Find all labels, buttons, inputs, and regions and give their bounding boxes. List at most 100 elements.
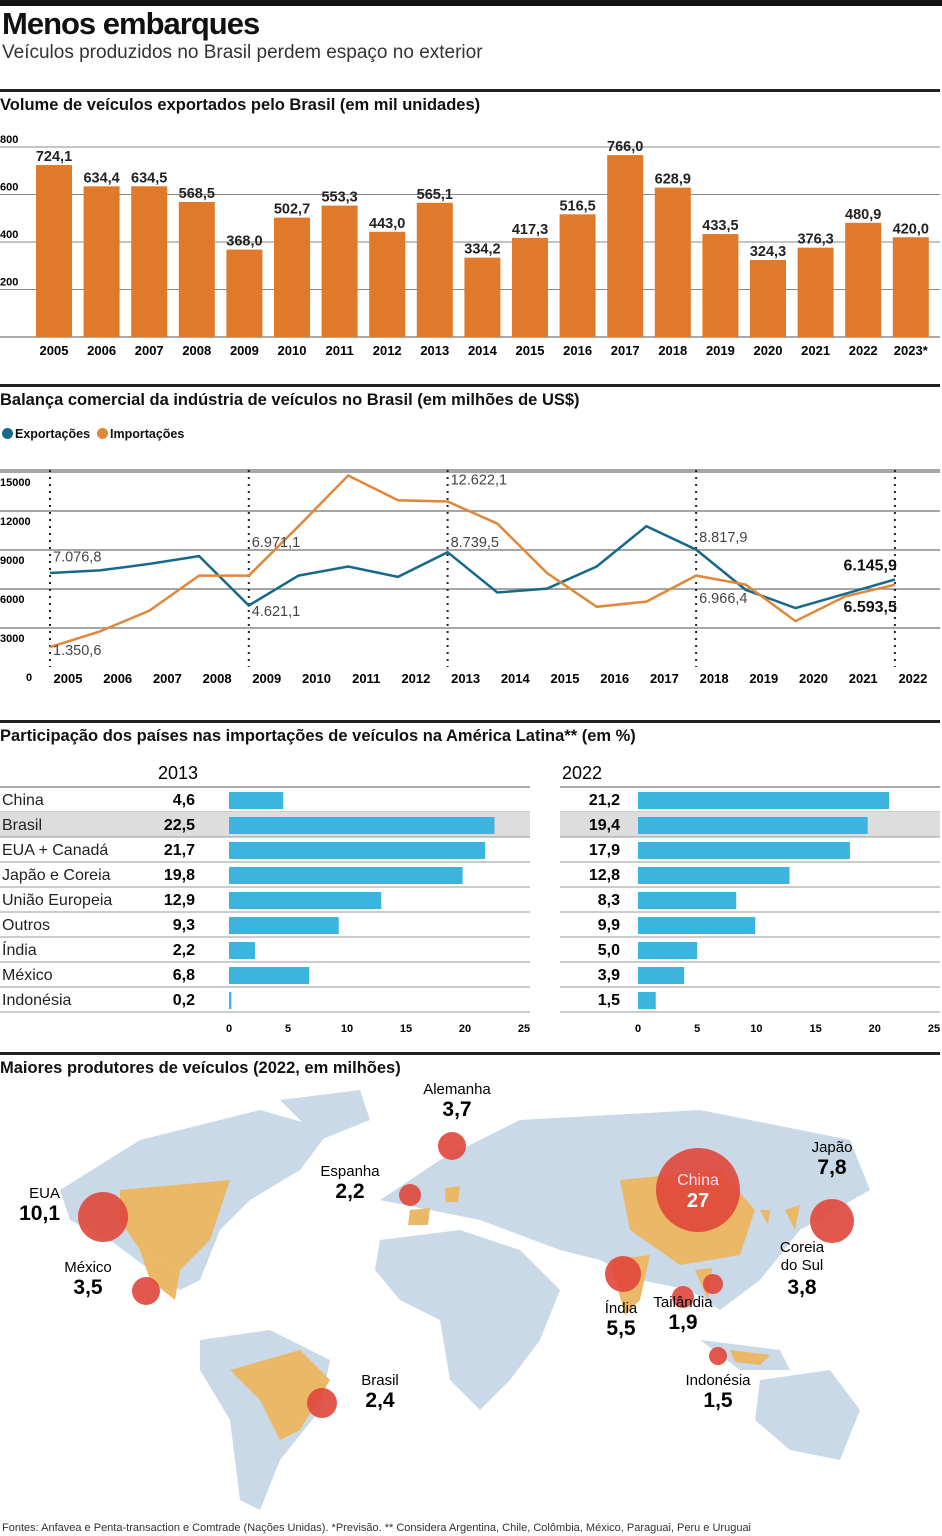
legend-exports: Exportações — [15, 427, 91, 441]
x-tick-label: 20 — [459, 1023, 471, 1035]
import-share-chart: 2013 China 4,6 Brasil 22,5 EUA + Canadá 21,7 Ja… — [0, 763, 940, 1035]
x-tick-label: 2011 — [325, 343, 353, 358]
x-tick-label: 2017 — [611, 343, 640, 358]
panel-year: 2013 — [158, 763, 198, 783]
producer-bubble — [709, 1347, 727, 1365]
annotation-label: 8.817,9 — [699, 530, 747, 546]
share-bar — [638, 842, 850, 859]
x-tick-label: 15 — [400, 1023, 412, 1035]
country-shape-germany — [445, 1186, 460, 1202]
producer-bubble — [703, 1274, 723, 1294]
bar-value-label: 628,9 — [655, 172, 691, 188]
bar-value-label: 502,7 — [274, 202, 310, 218]
producer-bubble — [656, 1148, 740, 1232]
bar-value-label: 368,0 — [226, 234, 262, 250]
country-name: Brasil — [361, 1372, 399, 1389]
share-value-label: 0,2 — [173, 992, 195, 1009]
x-tick-label: 2011 — [352, 671, 380, 686]
x-tick-label: 2008 — [203, 671, 232, 686]
trade-balance-chart: 0 3000 6000 9000 12000 15000 2005 2006 2007 2008 2… — [0, 469, 940, 686]
bar — [131, 186, 168, 337]
country-value: 5,5 — [606, 1317, 636, 1340]
y-tick-label: 600 — [0, 182, 18, 194]
bar-value-label: 334,2 — [464, 242, 500, 258]
share-value-label: 8,3 — [598, 892, 620, 909]
bar — [892, 237, 929, 337]
y-tick-label: 9000 — [0, 555, 24, 567]
y-tick-label: 800 — [0, 134, 18, 146]
bar-value-label: 433,5 — [702, 218, 738, 234]
panel-year: 2022 — [562, 763, 602, 783]
country-shape-korea — [760, 1210, 770, 1225]
bar — [845, 222, 882, 337]
x-tick-label: 2017 — [650, 671, 679, 686]
share-bar — [229, 967, 310, 984]
bar-value-label: 634,5 — [131, 170, 167, 186]
x-tick-label: 2007 — [135, 343, 164, 358]
x-tick-label: 5 — [694, 1023, 700, 1035]
country-label: União Europeia — [2, 892, 112, 909]
x-tick-label: 2020 — [754, 343, 783, 358]
bar — [274, 217, 310, 337]
x-tick-label: 2022 — [898, 671, 927, 686]
bar — [83, 186, 120, 337]
annotation-label: 7.076,8 — [53, 549, 101, 565]
x-tick-label: 10 — [341, 1023, 353, 1035]
country-name: Coreia — [780, 1239, 825, 1256]
annotation-label: 6.966,4 — [699, 591, 747, 607]
x-tick-label: 20 — [869, 1023, 881, 1035]
country-name: Indonésia — [685, 1372, 751, 1389]
x-tick-label: 2022 — [849, 343, 878, 358]
x-tick-label: 2016 — [563, 343, 592, 358]
import-share-title: Participação dos países nas importações … — [0, 720, 940, 746]
bar-value-label: 553,3 — [321, 190, 357, 206]
country-value: 3,7 — [442, 1098, 471, 1121]
country-value: 3,8 — [787, 1276, 817, 1299]
annotation-label: 1.350,6 — [53, 643, 101, 659]
y-tick-label: 3000 — [0, 633, 24, 645]
bar — [512, 237, 548, 337]
share-bar — [229, 842, 486, 859]
bar — [36, 165, 72, 337]
share-value-label: 9,3 — [173, 917, 195, 934]
bar — [654, 187, 691, 337]
export-volume-chart: 200 400 600 800 724,1 2005 634,4 2006 634,5 2007 5… — [0, 134, 940, 358]
share-bar — [229, 817, 495, 834]
y-tick-label: 200 — [0, 277, 18, 289]
country-value: 7,8 — [817, 1156, 847, 1179]
series-line-imports — [49, 473, 896, 649]
bar — [797, 247, 834, 337]
x-tick-label: 2006 — [87, 343, 116, 358]
share-value-label: 6,8 — [173, 967, 195, 984]
country-shape-mexico — [140, 1250, 180, 1300]
country-label: Índia — [2, 940, 37, 959]
country-name: do Sul — [781, 1257, 824, 1274]
bar-value-label: 443,0 — [369, 216, 405, 232]
x-tick-label: 2007 — [153, 671, 182, 686]
bar — [178, 201, 215, 337]
country-shape-brazil — [230, 1350, 330, 1440]
x-tick-label: 0 — [635, 1023, 641, 1035]
x-tick-label: 2009 — [252, 671, 281, 686]
bar-value-label: 516,5 — [559, 198, 595, 214]
share-bar — [638, 817, 868, 834]
country-label: China — [2, 792, 44, 809]
exports-legend-dot — [2, 428, 13, 439]
landmass-australia — [755, 1370, 860, 1460]
x-tick-label: 2015 — [516, 343, 545, 358]
share-bar — [638, 892, 737, 909]
export-volume-title: Volume de veículos exportados pelo Brasi… — [0, 89, 940, 115]
x-tick-label: 2023* — [894, 343, 929, 358]
country-name: Espanha — [320, 1163, 380, 1180]
bar — [369, 231, 406, 337]
footer-sources: Fontes: Anfavea e Penta-transaction e Co… — [2, 1522, 751, 1534]
bar — [321, 205, 358, 337]
share-bar — [229, 917, 339, 934]
share-value-label: 17,9 — [589, 842, 620, 859]
share-bar — [638, 967, 685, 984]
x-tick-label: 15 — [809, 1023, 821, 1035]
annotation-label: 6.145,9 — [844, 557, 897, 574]
producer-bubble — [438, 1132, 466, 1160]
x-tick-label: 2020 — [799, 671, 828, 686]
x-tick-label: 2005 — [40, 343, 69, 358]
